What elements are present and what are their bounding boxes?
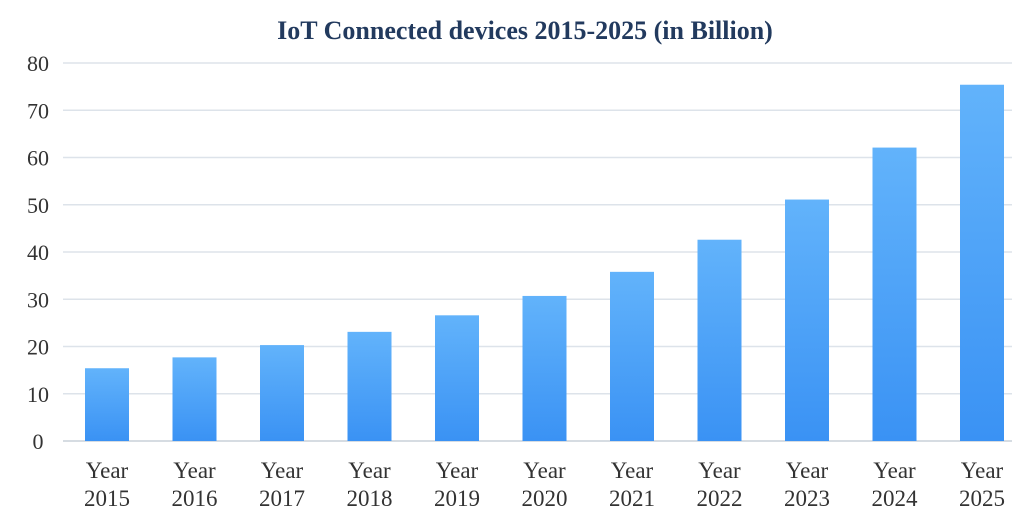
y-axis-tick-labels: 0 10 20 30 40 50 60 70 80 [27,51,49,454]
x-tick-label: Year 2024 [872,458,919,511]
x-tick-label: Year 2023 [784,458,830,511]
x-tick-label: Year 2020 [522,458,568,511]
bar [347,331,392,441]
bar [872,147,917,441]
bar [960,84,1004,442]
bar [260,345,304,441]
y-tick-label: 50 [27,193,49,218]
y-tick-label: 30 [27,287,49,312]
x-tick-label: Year 2025 [959,458,1005,511]
bar [435,315,479,441]
x-tick-label: Year 2021 [609,458,655,511]
x-tick-label: Year 2022 [697,458,743,511]
bar [697,239,742,441]
chart-title: IoT Connected devices 2015-2025 (in Bill… [277,16,773,45]
bar [172,357,217,441]
bar [785,199,829,441]
y-tick-label: 60 [27,146,49,171]
bars [85,84,1004,442]
y-tick-label: 40 [27,240,49,265]
x-tick-label: Year 2019 [434,458,480,511]
y-tick-label: 80 [27,51,49,76]
y-tick-label: 70 [27,98,49,123]
y-tick-label: 10 [27,382,49,407]
x-tick-label: Year 2018 [347,458,393,511]
y-tick-label: 0 [33,429,44,454]
x-tick-label: Year 2016 [172,458,218,511]
y-tick-label: 20 [27,335,49,360]
x-tick-label: Year 2017 [259,458,305,511]
bar [610,271,654,441]
bar [85,368,129,441]
x-tick-label: Year 2015 [84,458,130,511]
gridlines [63,62,1012,442]
bar [522,295,567,441]
x-axis-tick-labels: Year 2015 Year 2016 Year 2017 Year 2018 Year 2019… [84,458,1005,511]
